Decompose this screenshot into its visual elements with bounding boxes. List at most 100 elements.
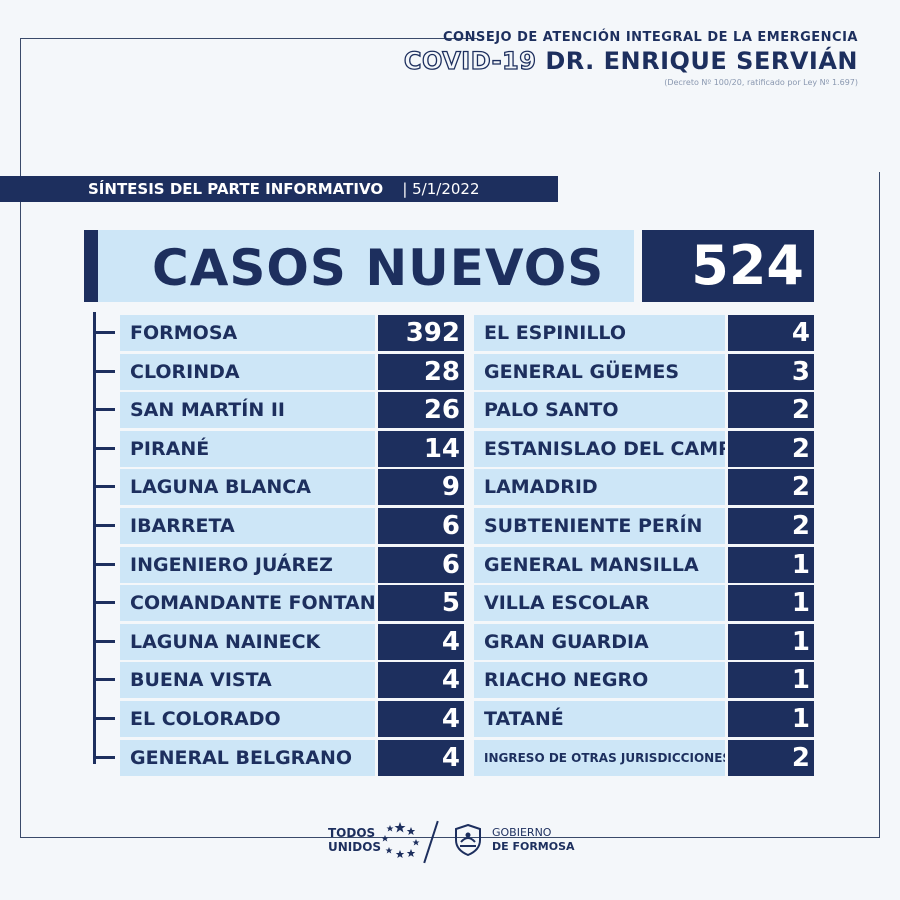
locality-count: 392 — [378, 315, 464, 351]
locality-name: PIRANÉ — [120, 430, 375, 467]
locality-count: 2 — [728, 430, 814, 467]
locality-row: RIACHO NEGRO 1 — [474, 662, 814, 699]
bracket-tick — [93, 485, 115, 489]
locality-row: INGENIERO JUÁREZ 6 — [120, 546, 464, 583]
locality-name: EL ESPINILLO — [474, 315, 725, 351]
bracket-tick — [93, 446, 115, 450]
frame-gap-right — [868, 92, 898, 172]
locality-name: INGENIERO JUÁREZ — [120, 546, 375, 583]
locality-row: IBARRETA 6 — [120, 508, 464, 544]
locality-name: GENERAL MANSILLA — [474, 546, 725, 583]
locality-count: 2 — [728, 739, 814, 776]
bracket-tick — [93, 369, 115, 373]
locality-row: GENERAL MANSILLA 1 — [474, 546, 814, 583]
locality-row: GRAN GUARDIA 1 — [474, 623, 814, 660]
locality-count: 6 — [378, 546, 464, 583]
todos-unidos-logo: TODOS UNIDOS — [328, 826, 381, 854]
gobierno-logo-text: GOBIERNO DE FORMOSA — [492, 826, 575, 854]
covid-label: COVID-19 — [403, 46, 537, 75]
footer: TODOS UNIDOS GOBIERNO DE FORMOSA — [0, 818, 900, 868]
council-title: CONSEJO DE ATENCIÓN INTEGRAL DE LA EMERG… — [442, 30, 858, 45]
locality-count: 2 — [728, 469, 814, 506]
bracket-tick — [93, 601, 115, 605]
locality-count: 14 — [378, 430, 464, 467]
report-title: SÍNTESIS DEL PARTE INFORMATIVO — [88, 180, 384, 198]
locality-name: ESTANISLAO DEL CAMPO — [474, 430, 725, 467]
locality-count: 26 — [378, 392, 464, 429]
locality-row: EL COLORADO 4 — [120, 701, 464, 737]
divider-slash — [423, 820, 439, 864]
locality-row: LAGUNA NAINECK 4 — [120, 623, 464, 660]
frame-gap — [478, 20, 888, 100]
locality-name: LAGUNA NAINECK — [120, 623, 375, 660]
locality-name: COMANDANTE FONTANA — [120, 585, 375, 622]
bracket-tick — [93, 331, 115, 334]
locality-count: 9 — [378, 469, 464, 506]
locality-row: GENERAL BELGRANO 4 — [120, 739, 464, 776]
locality-count: 1 — [728, 662, 814, 699]
locality-count: 3 — [728, 353, 814, 390]
locality-name: GENERAL BELGRANO — [120, 739, 375, 776]
locality-name: SUBTENIENTE PERÍN — [474, 508, 725, 544]
locality-count: 2 — [728, 392, 814, 429]
locality-name: PALO SANTO — [474, 392, 725, 429]
locality-count: 1 — [728, 585, 814, 622]
locality-name: LAMADRID — [474, 469, 725, 506]
bracket-tick — [93, 562, 115, 566]
locality-count: 4 — [378, 662, 464, 699]
gobierno-text: GOBIERNO — [492, 826, 552, 839]
locality-row: COMANDANTE FONTANA 5 — [120, 585, 464, 622]
locality-row: PIRANÉ 14 — [120, 430, 464, 467]
total-cases: 524 — [642, 230, 814, 302]
bracket-tick — [93, 408, 115, 412]
doctor-name: DR. ENRIQUE SERVIÁN — [545, 47, 858, 75]
locality-name: INGRESO DE OTRAS JURISDICCIONES — [474, 739, 725, 776]
header: CONSEJO DE ATENCIÓN INTEGRAL DE LA EMERG… — [403, 30, 858, 87]
locality-count: 5 — [378, 585, 464, 622]
stars-icon — [381, 822, 420, 858]
locality-count: 1 — [728, 701, 814, 737]
bracket-tick — [93, 717, 115, 720]
bracket-line — [93, 312, 96, 764]
locality-row: SAN MARTÍN II 26 — [120, 392, 464, 429]
bracket-tick — [93, 678, 115, 682]
cases-label: CASOS NUEVOS — [152, 239, 605, 297]
locality-row: LAGUNA BLANCA 9 — [120, 469, 464, 506]
locality-name: RIACHO NEGRO — [474, 662, 725, 699]
locality-row: VILLA ESCOLAR 1 — [474, 585, 814, 622]
locality-row: ESTANISLAO DEL CAMPO 2 — [474, 430, 814, 467]
locality-count: 4 — [378, 701, 464, 737]
locality-row: INGRESO DE OTRAS JURISDICCIONES 2 — [474, 739, 814, 776]
locality-count: 4 — [378, 739, 464, 776]
locality-name: EL COLORADO — [120, 701, 375, 737]
formosa-text: DE FORMOSA — [492, 840, 575, 853]
locality-name: FORMOSA — [120, 315, 375, 351]
locality-row: PALO SANTO 2 — [474, 392, 814, 429]
locality-row: LAMADRID 2 — [474, 469, 814, 506]
locality-count: 4 — [728, 315, 814, 351]
locality-name: IBARRETA — [120, 508, 375, 544]
bracket-tick — [93, 639, 115, 643]
locality-row: SUBTENIENTE PERÍN 2 — [474, 508, 814, 544]
outer-frame — [20, 38, 880, 838]
locality-count: 6 — [378, 508, 464, 544]
bracket-tick — [93, 524, 115, 527]
locality-name: CLORINDA — [120, 353, 375, 390]
locality-row: BUENA VISTA 4 — [120, 662, 464, 699]
locality-count: 1 — [728, 623, 814, 660]
unidos-text: UNIDOS — [328, 840, 382, 854]
locality-name: SAN MARTÍN II — [120, 392, 375, 429]
locality-name: LAGUNA BLANCA — [120, 469, 375, 506]
report-banner: SÍNTESIS DEL PARTE INFORMATIVO | 5/1/202… — [0, 176, 558, 202]
locality-name: GENERAL GÜEMES — [474, 353, 725, 390]
bracket-tick — [93, 755, 115, 759]
locality-row: TATANÉ 1 — [474, 701, 814, 737]
shield-icon — [455, 824, 481, 856]
locality-name: TATANÉ — [474, 701, 725, 737]
locality-count: 28 — [378, 353, 464, 390]
decree-note: (Decreto Nº 100/20, ratificado por Ley N… — [664, 78, 858, 87]
locality-row: CLORINDA 28 — [120, 353, 464, 390]
locality-row: GENERAL GÜEMES 3 — [474, 353, 814, 390]
locality-count: 1 — [728, 546, 814, 583]
locality-row: EL ESPINILLO 4 — [474, 315, 814, 351]
